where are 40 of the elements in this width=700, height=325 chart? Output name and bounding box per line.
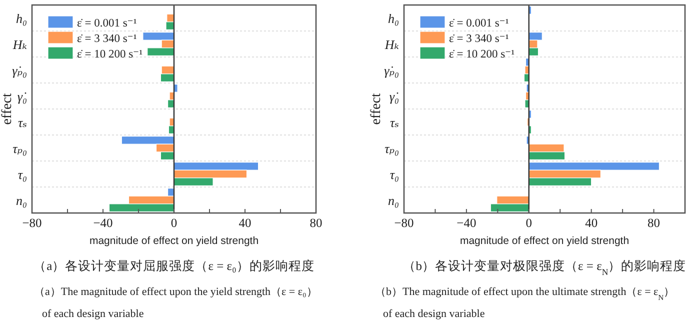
y-tick-label: τₛ xyxy=(18,115,27,130)
legend-label: ε̇ = 0.001 s⁻¹ xyxy=(77,18,138,30)
text: （a）The magnitude of effect upon the yield strength（ε = ε₀） of each design variable xyxy=(34,286,318,320)
x-tick-label: −80 xyxy=(22,216,42,230)
x-tick-label: 40 xyxy=(585,216,598,230)
y-tick-label: h₀ xyxy=(16,11,27,26)
x-tick-label: 80 xyxy=(648,216,660,230)
y-tick-label: γ̇ₚ₀ xyxy=(12,63,27,78)
legend-label: ε̇ = 10 200 s⁻¹ xyxy=(449,48,516,60)
y-tick-label: τ₀ xyxy=(18,167,27,182)
text: （a）各设计变量对屈服强度（ε = ε₀）的影响程度 xyxy=(34,258,314,273)
y-tick-label: n₀ xyxy=(388,193,399,208)
y-tick-label: γ̇₀ xyxy=(17,89,27,104)
x-tick-label: 0 xyxy=(170,216,178,230)
x-axis-title: magnitude of effect on yield strength xyxy=(460,235,630,247)
y-tick-label: h₀ xyxy=(388,11,399,26)
x-tick-label: 0 xyxy=(526,216,532,230)
y-tick-label: τₚ₀ xyxy=(12,141,27,156)
y-axis-title: effect xyxy=(369,93,384,125)
x-tick-label: 40 xyxy=(238,216,252,230)
x-tick-label: −80 xyxy=(394,216,414,230)
x-tick-label: −40 xyxy=(93,216,113,230)
y-tick-label: Hₖ xyxy=(12,37,28,52)
text: （b）各设计变量对极限强度（ε = ε$_{N}$）的影响程度 xyxy=(402,258,686,277)
legend-label: ε̇ = 3 340 s⁻¹ xyxy=(77,33,138,45)
x-tick-label: −40 xyxy=(456,216,476,230)
y-tick-label: τ₀ xyxy=(390,167,399,182)
y-tick-label: n₀ xyxy=(16,193,27,208)
legend-label: ε̇ = 0.001 s⁻¹ xyxy=(449,18,510,30)
y-tick-label: τₚ₀ xyxy=(384,141,399,156)
x-axis-title: magnitude of effect on yield strength xyxy=(89,235,259,247)
legend-label: ε̇ = 3 340 s⁻¹ xyxy=(449,33,510,45)
y-tick-label: τₛ xyxy=(390,115,399,130)
x-tick-label: 80 xyxy=(310,216,322,230)
y-tick-label: Hₖ xyxy=(384,37,400,52)
y-tick-label: γ̇₀ xyxy=(389,89,399,104)
legend-label: ε̇ = 10 200 s⁻¹ xyxy=(77,48,144,60)
y-axis-title: effect xyxy=(0,93,15,125)
y-tick-label: γ̇ₚ₀ xyxy=(384,63,399,78)
text: （b）The magnitude of effect upon the ultimate strength（ε = ε$_{N}$） of each design variable xyxy=(375,286,675,320)
